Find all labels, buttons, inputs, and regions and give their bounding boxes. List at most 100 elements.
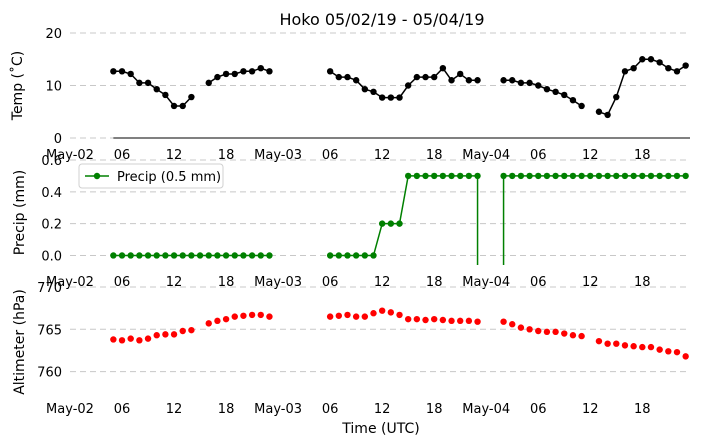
precip-data-point <box>604 172 611 180</box>
precip-data-point <box>430 172 438 180</box>
altimeter-ytick-label: 760 <box>37 366 62 381</box>
altimeter-data-point <box>526 326 533 333</box>
temp-data-point <box>621 68 629 75</box>
precip-data-point <box>144 252 152 259</box>
precip-data-point <box>639 172 646 180</box>
precip-data-point <box>352 252 360 259</box>
precip-data-point <box>448 172 455 180</box>
temp-data-point <box>457 70 464 78</box>
temp-data-point <box>543 85 551 93</box>
temp-data-point <box>127 70 134 78</box>
altimeter-data-point <box>500 318 507 325</box>
temp-xtick-label: 12 <box>582 148 599 163</box>
temp-y-axis-label: Temp (˚C) <box>9 51 26 121</box>
precip-data-point <box>335 252 343 259</box>
altimeter-data-point <box>248 311 256 319</box>
precip-data-point <box>569 172 577 180</box>
panels: 0 10 20 Temp (˚C) May-02 06 12 18 May-03 06 12 18 Ma… <box>9 27 690 417</box>
precip-data-point <box>517 172 525 180</box>
precip-data-point <box>647 172 655 180</box>
temp-data-point <box>344 73 351 81</box>
legend-marker <box>93 172 101 180</box>
temp-data-point <box>136 79 143 87</box>
altimeter-data-point <box>561 330 568 337</box>
precip-xtick-label: 18 <box>426 275 443 290</box>
altimeter-data-point <box>656 346 663 353</box>
temp-xtick-label: 06 <box>322 148 339 163</box>
precip-ytick-label: 0.6 <box>41 154 62 169</box>
precip-data-point <box>214 252 221 259</box>
precip-xtick-label: May-04 <box>462 275 510 290</box>
precip-xtick-label: May-02 <box>46 275 94 290</box>
precip-xtick-label: 06 <box>530 275 547 290</box>
temp-data-point <box>552 88 559 96</box>
temp-data-point <box>170 102 178 110</box>
altimeter-data-point <box>326 313 334 320</box>
x-axis-label: Time (UTC) <box>341 421 419 437</box>
temp-xtick-label: 12 <box>166 148 183 163</box>
precip-data-point <box>595 172 603 180</box>
precip-data-point <box>413 172 421 180</box>
temp-data-point <box>509 77 516 84</box>
altimeter-data-point <box>179 327 186 335</box>
temp-xtick-label: 18 <box>634 148 651 163</box>
altimeter-data-point <box>387 309 395 316</box>
precip-data-point <box>656 172 663 180</box>
altimeter-xtick-label: 12 <box>374 402 391 417</box>
temp-data-point <box>231 70 238 78</box>
altimeter-data-point <box>214 317 221 325</box>
altimeter-xtick-label: 06 <box>114 402 131 417</box>
altimeter-xtick-label: 18 <box>426 402 443 417</box>
temp-data-point <box>422 73 429 81</box>
precip-data-point <box>552 172 559 180</box>
altimeter-data-point <box>578 332 585 340</box>
legend-frame <box>78 163 224 189</box>
temp-data-point <box>439 64 447 72</box>
precip-data-point <box>526 172 533 180</box>
temp-data-point <box>370 88 377 96</box>
altimeter-data-point <box>361 313 369 320</box>
altimeter-data-point <box>162 331 169 338</box>
precip-data-point <box>465 172 473 180</box>
temp-data-point <box>240 68 247 75</box>
temp-data-point <box>517 79 525 87</box>
altimeter-data-point <box>665 348 672 355</box>
altimeter-data-point <box>127 335 134 342</box>
precip-data-point <box>561 172 568 180</box>
precip-data-point <box>361 252 369 259</box>
precip-data-point <box>196 252 204 259</box>
altimeter-data-point <box>465 317 473 325</box>
altimeter-xtick-label: May-04 <box>462 402 510 417</box>
temp-data-point <box>361 85 369 93</box>
temp-data-point <box>214 73 221 81</box>
precip-data-point <box>266 252 273 259</box>
temp-data-point <box>179 102 186 110</box>
precip-data-point <box>404 172 412 180</box>
precip-data-point <box>509 172 516 180</box>
altimeter-ytick-label: 770 <box>37 281 62 296</box>
altimeter-data-point <box>136 337 143 344</box>
precip-data-point <box>543 172 551 180</box>
temp-data-point <box>266 68 273 75</box>
temp-data-point <box>500 77 507 84</box>
temp-data-point <box>673 68 681 75</box>
temp-xtick-label: 06 <box>530 148 547 163</box>
altimeter-y-axis-label: Altimeter (hPa) <box>12 289 28 395</box>
precip-xtick-label: May-03 <box>254 275 302 290</box>
temp-data-point <box>404 82 412 89</box>
temp-xtick-label: 06 <box>114 148 131 163</box>
altimeter-data-point <box>439 316 447 324</box>
altimeter-data-point <box>413 315 421 323</box>
temp-data-point <box>326 68 334 75</box>
precip-data-point <box>682 172 689 180</box>
altimeter-data-point <box>110 336 117 343</box>
temp-data-point <box>569 97 577 104</box>
panel-temp: 0 10 20 Temp (˚C) May-02 06 12 18 May-03 06 12 18 Ma… <box>9 27 690 163</box>
altimeter-data-point <box>240 312 247 319</box>
precip-data-point <box>673 172 681 180</box>
precip-ytick-label: 0.0 <box>41 249 62 264</box>
precip-data-point <box>153 252 160 259</box>
altimeter-xtick-label: May-02 <box>46 402 94 417</box>
altimeter-data-point <box>569 332 577 339</box>
precip-xtick-label: 06 <box>322 275 339 290</box>
